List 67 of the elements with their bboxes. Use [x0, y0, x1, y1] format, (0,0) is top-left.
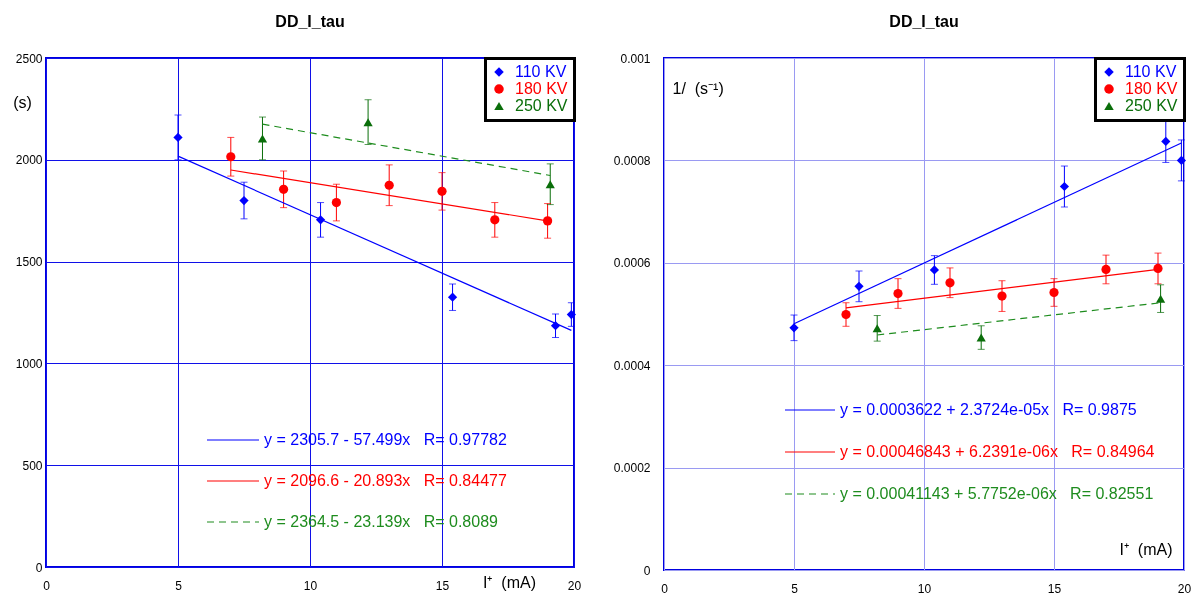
point — [173, 132, 183, 143]
x-tick-label: 15 — [435, 578, 450, 593]
point — [239, 195, 249, 206]
x-tick-label: 15 — [1047, 581, 1062, 596]
x-tick-label: 5 — [175, 578, 183, 593]
x-tick-label: 10 — [917, 581, 932, 596]
x-tick-label: 20 — [1177, 581, 1192, 596]
point — [437, 186, 447, 196]
point — [566, 309, 576, 320]
point — [976, 333, 986, 342]
point — [490, 215, 500, 225]
legend-label: 250 KV — [515, 97, 568, 114]
y-tick-label: 0.001 — [620, 51, 651, 66]
point — [315, 215, 326, 225]
x-tick-label: 20 — [567, 578, 582, 593]
y-tick-label: 0.0006 — [613, 256, 651, 271]
annotation: y = 0.00046843 + 6.2391e-06x R= 0.84964 — [840, 443, 1155, 460]
x-axis-title: I⁺ (mA) — [483, 573, 536, 591]
point — [1155, 294, 1166, 303]
point — [278, 184, 289, 194]
y-tick-label: 2500 — [15, 51, 43, 66]
point — [550, 321, 561, 331]
point — [226, 152, 236, 162]
point — [929, 265, 940, 275]
point — [1049, 287, 1059, 298]
legend-label: 250 KV — [1125, 97, 1178, 114]
annotation: y = 0.0003622 + 2.3724e-05x R= 0.9875 — [840, 401, 1137, 418]
point — [854, 281, 864, 291]
point — [945, 278, 955, 288]
x-axis-title: I⁺ (mA) — [1119, 540, 1173, 558]
chart-title: DD_I_tau — [275, 13, 345, 30]
annotation: y = 0.00041143 + 5.7752e-06x R= 0.82551 — [840, 485, 1154, 502]
point — [841, 309, 851, 320]
x-tick-label: 10 — [303, 578, 318, 593]
point — [893, 288, 903, 299]
y-axis-title: 1/ (s⁻¹) — [672, 79, 724, 97]
point — [1161, 136, 1171, 147]
point — [1059, 181, 1070, 192]
y-tick-label: 0.0002 — [613, 461, 651, 476]
y-tick-label: 0 — [643, 563, 651, 578]
point — [1176, 155, 1187, 166]
point — [1153, 263, 1163, 274]
y-tick-label: 0.0008 — [613, 153, 651, 168]
point — [789, 323, 799, 333]
chart-title: DD_I_tau — [889, 13, 959, 30]
x-tick-label: 5 — [791, 581, 799, 596]
y-tick-label: 0 — [35, 560, 43, 575]
point — [447, 292, 458, 302]
y-tick-label: 1000 — [15, 356, 43, 371]
legend-label: 110 KV — [1125, 63, 1177, 80]
point — [257, 134, 268, 143]
y-tick-label: 0.0004 — [613, 358, 651, 373]
point — [363, 118, 373, 127]
legend-label: 110 KV — [515, 63, 567, 80]
point — [997, 291, 1007, 301]
point — [542, 216, 553, 226]
y-tick-label: 2000 — [15, 153, 43, 168]
y-tick-label: 500 — [22, 458, 43, 473]
x-tick-label: 0 — [661, 581, 669, 596]
y-tick-label: 1500 — [15, 255, 43, 270]
legend-label: 180 KV — [1125, 80, 1178, 97]
point — [1101, 264, 1111, 275]
y-axis-title: (s) — [13, 93, 32, 111]
point — [331, 197, 342, 208]
legend-label: 180 KV — [515, 80, 568, 97]
point — [545, 180, 555, 189]
point — [384, 180, 394, 190]
